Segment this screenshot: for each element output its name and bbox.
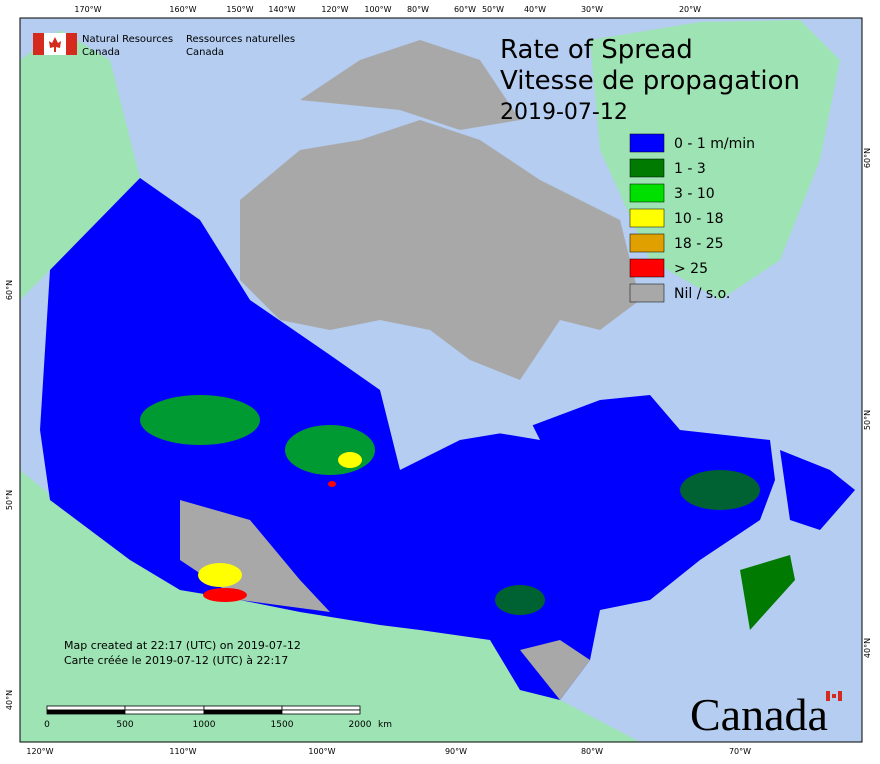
scale-segment <box>124 705 205 711</box>
scale-label: 1000 <box>193 720 216 730</box>
longitude-label: 120°W <box>321 5 348 14</box>
legend-swatch <box>629 208 665 228</box>
legend-label: > 25 <box>674 261 708 277</box>
fire-area <box>285 425 375 475</box>
fire-area <box>680 470 760 510</box>
longitude-label: 60°W <box>454 5 476 14</box>
scale-bar: 0 500 1000 1500 2000 km <box>44 705 392 730</box>
longitude-label: 70°W <box>729 747 751 756</box>
flag-band <box>838 691 842 701</box>
scale-label: 2000 <box>349 720 372 730</box>
maritimes <box>740 555 795 630</box>
org-name: Natural Resources <box>82 34 173 45</box>
legend-swatch <box>629 283 665 303</box>
scale-segment <box>46 705 126 711</box>
longitude-label: 160°W <box>169 5 196 14</box>
longitude-label: 100°W <box>308 747 335 756</box>
date: 2019-07-12 <box>500 100 628 125</box>
fire-area <box>495 585 545 615</box>
latitude-label: 60°N <box>863 148 872 168</box>
fire-area <box>140 395 260 445</box>
legend-label: 3 - 10 <box>674 186 715 202</box>
legend-label: 0 - 1 m/min <box>674 136 755 152</box>
nrcan-logo <box>33 33 77 55</box>
scale-segment <box>281 709 361 715</box>
maple-leaf <box>49 37 61 52</box>
legend-label: 10 - 18 <box>674 211 724 227</box>
alaska <box>20 30 140 300</box>
legend-label: Nil / s.o. <box>674 286 730 302</box>
legend-swatch <box>629 258 665 278</box>
longitude-label: 30°W <box>581 5 603 14</box>
longitude-label: 150°W <box>226 5 253 14</box>
longitude-label: 40°W <box>524 5 546 14</box>
arctic-islands <box>240 120 640 380</box>
hudson-bay <box>440 380 540 440</box>
legend-label: 1 - 3 <box>674 161 706 177</box>
map-area <box>20 18 862 742</box>
newfoundland <box>780 450 855 530</box>
title: Vitesse de propagation <box>500 66 800 96</box>
flag-band <box>826 691 830 701</box>
flag-band <box>66 33 77 55</box>
fire-area <box>198 563 242 587</box>
legend-swatch <box>629 233 665 253</box>
legend-swatch <box>629 158 665 178</box>
legend-label: 18 - 25 <box>674 236 724 252</box>
latitude-label: 40°N <box>863 638 872 658</box>
united-states <box>20 470 640 742</box>
latitude-label: 40°N <box>5 690 14 710</box>
longitude-label: 20°W <box>679 5 701 14</box>
note: Carte créée le 2019-07-12 (UTC) à 22:17 <box>64 654 288 667</box>
flag-band <box>33 33 44 55</box>
legend-swatch <box>629 133 665 153</box>
scale-label: 0 <box>44 720 50 730</box>
latitude-label: 50°N <box>5 490 14 510</box>
longitude-label: 110°W <box>169 747 196 756</box>
scale-segment <box>203 709 283 715</box>
wordmark: Canada <box>690 689 828 740</box>
scale-segment <box>281 705 361 711</box>
scale-segment <box>124 709 205 715</box>
maple-leaf <box>832 694 836 698</box>
longitude-label: 80°W <box>581 747 603 756</box>
scale-unit: km <box>378 720 392 730</box>
latitude-label: 50°N <box>863 410 872 430</box>
longitude-label: 90°W <box>445 747 467 756</box>
longitude-label: 100°W <box>364 5 391 14</box>
ellesmere <box>300 40 520 130</box>
legend-swatch <box>629 183 665 203</box>
greenland <box>590 20 840 300</box>
longitude-label: 120°W <box>26 747 53 756</box>
longitude-label: 50°W <box>482 5 504 14</box>
title: Rate of Spread <box>500 35 693 65</box>
org-name: Canada <box>186 47 224 58</box>
latitude-label: 60°N <box>5 280 14 300</box>
scale-label: 500 <box>116 720 133 730</box>
longitude-label: 140°W <box>268 5 295 14</box>
fire-area <box>338 452 362 468</box>
map-frame <box>19 17 863 743</box>
scale-label: 1500 <box>271 720 294 730</box>
fire-area <box>328 481 336 487</box>
ontario-nil <box>520 640 590 700</box>
fire-area <box>203 588 247 602</box>
longitude-label: 170°W <box>74 5 101 14</box>
wordmark-flag <box>826 691 842 701</box>
org-name: Canada <box>82 47 120 58</box>
org-name: Ressources naturelles <box>186 34 295 45</box>
scale-segment <box>46 709 126 715</box>
longitude-label: 80°W <box>407 5 429 14</box>
note: Map created at 22:17 (UTC) on 2019-07-12 <box>64 639 301 652</box>
scale-segment <box>203 705 283 711</box>
